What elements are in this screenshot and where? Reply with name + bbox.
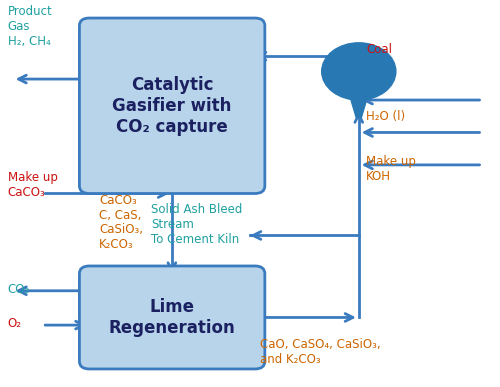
- Circle shape: [322, 43, 396, 100]
- FancyBboxPatch shape: [80, 18, 265, 194]
- Text: Make up
CaCO₃: Make up CaCO₃: [8, 171, 58, 199]
- FancyBboxPatch shape: [80, 266, 265, 369]
- Text: Make up
KOH: Make up KOH: [366, 155, 416, 183]
- Polygon shape: [350, 96, 368, 117]
- Text: CO₂: CO₂: [8, 283, 30, 296]
- Text: CaCO₃
C, CaS,
CaSiO₃,
K₂CO₃: CaCO₃ C, CaS, CaSiO₃, K₂CO₃: [99, 194, 143, 252]
- Text: H₂O (l): H₂O (l): [366, 110, 406, 123]
- Text: Catalytic
Gasifier with
CO₂ capture: Catalytic Gasifier with CO₂ capture: [112, 76, 232, 135]
- Text: O₂: O₂: [8, 317, 22, 330]
- Text: CaO, CaSO₄, CaSiO₃,
and K₂CO₃: CaO, CaSO₄, CaSiO₃, and K₂CO₃: [260, 339, 380, 366]
- Text: Lime
Regeneration: Lime Regeneration: [109, 298, 236, 337]
- Text: Product
Gas
H₂, CH₄: Product Gas H₂, CH₄: [8, 5, 52, 48]
- Text: Coal: Coal: [366, 43, 392, 56]
- Text: Solid Ash Bleed
Stream
To Cement Kiln: Solid Ash Bleed Stream To Cement Kiln: [151, 203, 242, 246]
